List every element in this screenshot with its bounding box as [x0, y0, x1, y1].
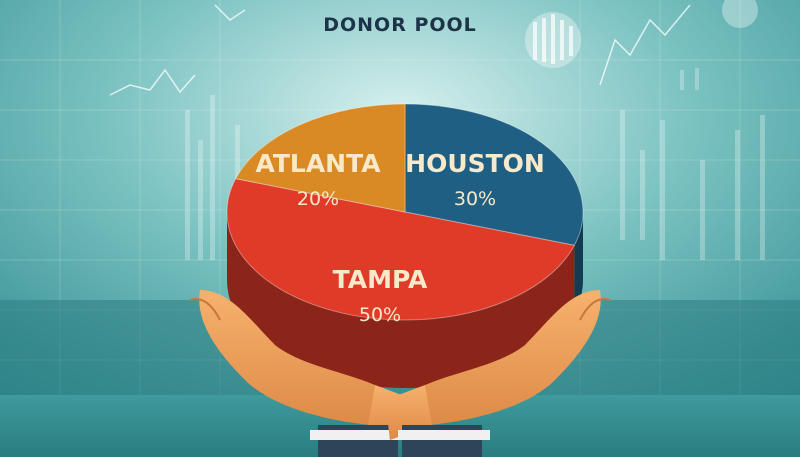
chart-title: DONOR POOL	[323, 14, 477, 36]
right-sleeve	[402, 425, 482, 457]
slice-label-tampa: TAMPA	[333, 265, 428, 294]
left-sleeve	[318, 425, 398, 457]
slice-label-houston: HOUSTON	[405, 149, 545, 178]
slice-side-tampa	[227, 212, 575, 389]
background-circle-bars	[525, 0, 758, 68]
slice-value-atlanta: 20%	[297, 188, 339, 210]
right-hand	[385, 290, 611, 457]
slice-label-atlanta: ATLANTA	[255, 149, 381, 178]
slice-houston	[404, 103, 584, 246]
slice-atlanta	[234, 103, 406, 213]
slice-side-houston	[574, 212, 583, 314]
slice-value-houston: 30%	[454, 188, 496, 210]
background-trend-lines	[109, 4, 691, 96]
pie-chart: HOUSTON 30% TAMPA 50% ATLANTA 20%	[226, 103, 584, 389]
slice-value-tampa: 50%	[359, 304, 401, 326]
slice-tampa	[226, 178, 576, 321]
